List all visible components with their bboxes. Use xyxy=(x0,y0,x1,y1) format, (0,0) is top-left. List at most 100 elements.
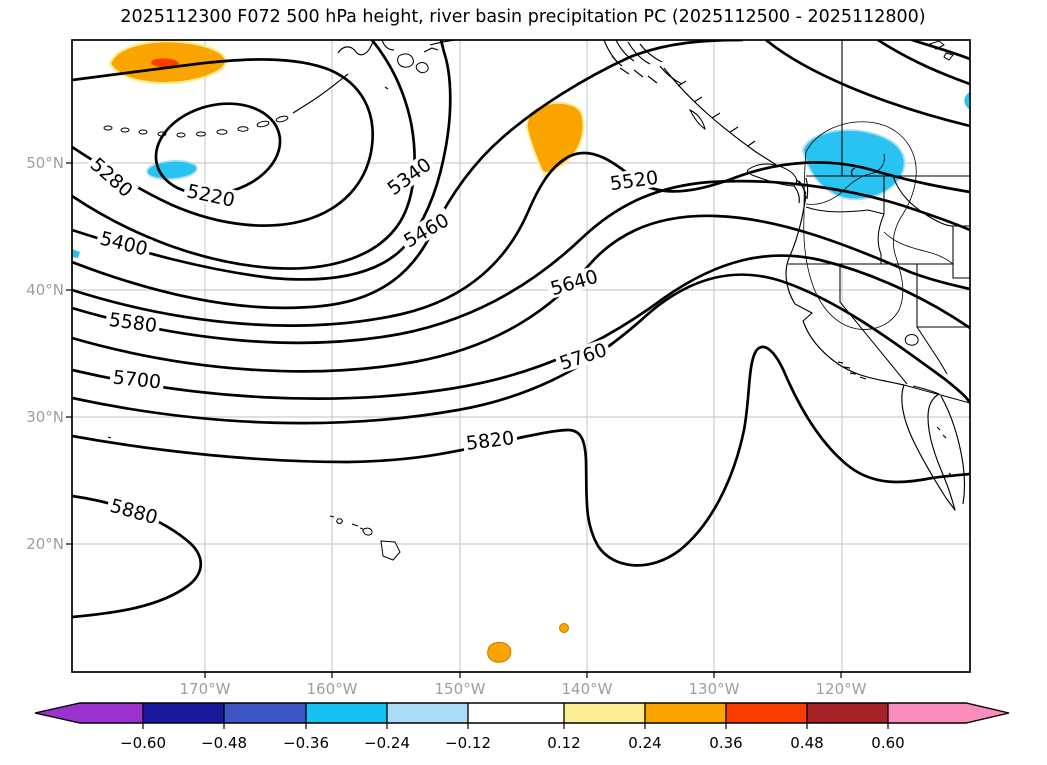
colorbar-segment xyxy=(807,703,888,723)
negative-shade-aleutian xyxy=(146,160,198,180)
contour-label-5520: 5520 xyxy=(605,166,663,196)
negative-shade-left-sliver xyxy=(72,249,80,258)
contour-label-5880: 5880 xyxy=(105,493,163,529)
colorbar-segment xyxy=(306,703,387,723)
hawaii-islands xyxy=(329,515,401,561)
plot-title: 2025112300 F072 500 hPa height, river ba… xyxy=(120,7,925,27)
colorbar-segment xyxy=(224,703,306,723)
west-coast xyxy=(785,195,905,386)
cb-label: 0.60 xyxy=(871,734,904,752)
colorbar-outline xyxy=(34,702,1010,724)
contour-label-5220: 5220 xyxy=(182,179,240,212)
alaska-peninsula xyxy=(292,73,349,114)
svg-text:5880: 5880 xyxy=(107,495,160,529)
contour-label-5760: 5760 xyxy=(554,338,612,375)
latitude-axis-labels: 50°N 40°N 30°N 20°N xyxy=(26,154,64,553)
svg-text:5520: 5520 xyxy=(609,167,660,196)
contour-5340 xyxy=(72,40,416,270)
colorbar-under-arrow xyxy=(35,703,80,723)
lon-label-150w: 150°W xyxy=(435,680,486,698)
svg-text:5580: 5580 xyxy=(107,309,158,338)
colorbar-segment xyxy=(387,703,468,723)
colorbar-segment xyxy=(143,703,224,723)
or-id-border xyxy=(877,213,885,264)
longitude-axis-labels: 170°W 160°W 150°W 140°W 130°W 120°W xyxy=(180,680,867,698)
positive-shade-subtropic-2 xyxy=(559,623,569,633)
river-basin-outline xyxy=(803,121,954,330)
map-area: 5220 5280 5340 5400 5460 5520 xyxy=(72,40,970,672)
great-salt-lake xyxy=(904,334,919,346)
map-frame xyxy=(71,39,971,673)
cb-label: 0.12 xyxy=(547,734,580,752)
svg-text:5640: 5640 xyxy=(548,266,601,300)
colorbar-segment xyxy=(888,703,966,723)
colorbar-dividers xyxy=(142,703,889,723)
contour-5580 xyxy=(72,179,970,345)
cb-label: −0.48 xyxy=(201,734,247,752)
aleutian-islands xyxy=(103,115,289,138)
contour-5520 xyxy=(72,151,970,327)
contour-label-5640: 5640 xyxy=(545,264,603,300)
contour-label-5400: 5400 xyxy=(95,226,153,260)
id-mt-border xyxy=(892,175,954,227)
positive-shade-core xyxy=(151,58,179,68)
contour-labels: 5220 5280 5340 5400 5460 5520 xyxy=(85,151,663,529)
channel-islands xyxy=(837,361,867,380)
colorbar-segment xyxy=(564,703,645,723)
cb-label: 0.24 xyxy=(628,734,661,752)
kenai-islands xyxy=(397,53,429,74)
svg-text:5700: 5700 xyxy=(112,367,162,394)
cb-label: 0.36 xyxy=(709,734,742,752)
contour-5640 xyxy=(72,214,970,373)
wa-or-border xyxy=(805,206,885,215)
lon-label-170w: 170°W xyxy=(180,680,231,698)
lat-label-40n: 40°N xyxy=(26,281,64,299)
lon-label-140w: 140°W xyxy=(562,680,613,698)
columbia-river xyxy=(805,153,885,205)
haida-gwaii xyxy=(688,108,706,131)
alaska-coast xyxy=(337,40,596,56)
contour-5340-ne xyxy=(910,40,970,61)
svg-text:5400: 5400 xyxy=(98,227,150,260)
svg-text:5820: 5820 xyxy=(465,427,516,455)
us-mexico-border xyxy=(903,384,970,404)
positive-shade-gulf-of-alaska xyxy=(526,101,585,174)
contour-label-5280: 5280 xyxy=(85,151,139,203)
hawaii-big-island xyxy=(380,540,401,561)
mexico-gulf-coast xyxy=(940,395,966,505)
contour-5700 xyxy=(72,254,970,400)
cb-label: 0.48 xyxy=(790,734,823,752)
cb-label: −0.24 xyxy=(364,734,410,752)
wyoming-border xyxy=(952,225,970,279)
lat-label-30n: 30°N xyxy=(26,408,64,426)
lat-label-50n: 50°N xyxy=(26,154,64,172)
contour-5820 xyxy=(72,345,970,567)
ca-nv-border xyxy=(839,264,908,385)
contour-5460-ne xyxy=(764,40,970,128)
cb-label: −0.36 xyxy=(283,734,329,752)
contour-5280 xyxy=(72,58,374,227)
contour-label-5580: 5580 xyxy=(104,308,162,338)
lon-label-160w: 160°W xyxy=(307,680,358,698)
nv-ut-az-borders xyxy=(916,264,970,375)
colorbar-over-arrow xyxy=(966,703,1009,723)
contour-5760 xyxy=(72,273,970,425)
shaded-regions xyxy=(72,40,970,663)
colorbar: −0.60 −0.48 −0.36 −0.24 −0.12 0.12 0.24 … xyxy=(34,702,1010,752)
contour-label-5820: 5820 xyxy=(461,426,519,455)
gulf-islands xyxy=(936,426,953,477)
lon-label-130w: 130°W xyxy=(689,680,740,698)
colorbar-ticks xyxy=(142,723,889,729)
svg-text:5220: 5220 xyxy=(185,180,237,212)
state-borders xyxy=(788,40,970,404)
cb-label: −0.60 xyxy=(120,734,166,752)
negative-shade-right-sliver xyxy=(964,92,970,110)
colorbar-segment xyxy=(80,703,143,723)
height-contours xyxy=(72,40,970,619)
lon-label-120w: 120°W xyxy=(816,680,867,698)
contour-5460 xyxy=(72,40,744,310)
colorbar-segment xyxy=(726,703,807,723)
contour-label-5460: 5460 xyxy=(397,207,455,252)
contour-5400 xyxy=(72,40,452,281)
